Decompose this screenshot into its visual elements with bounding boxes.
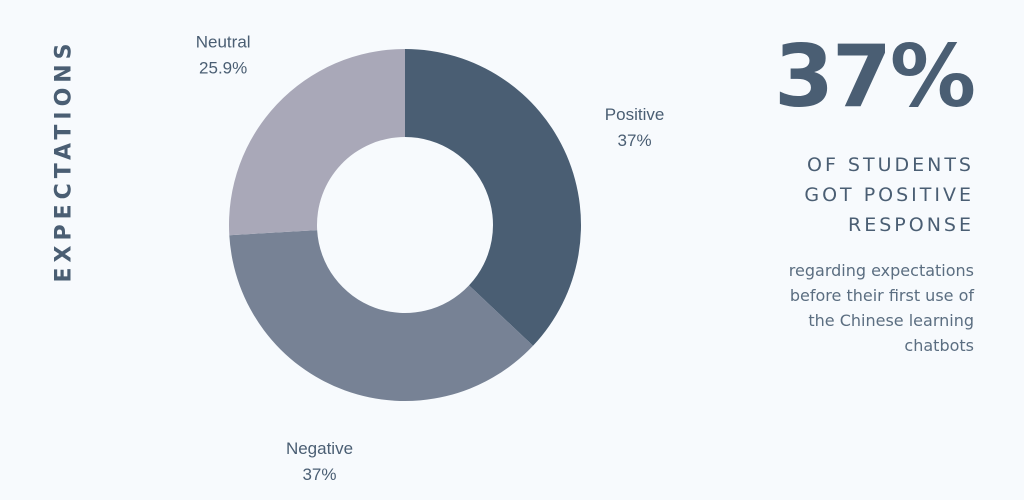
stat-headline-line: OF STUDENTS (806, 154, 974, 176)
stat-headline: OF STUDENTS GOT POSITIVE RESPONSE (714, 150, 974, 240)
stat-description-line: the Chinese learning (808, 311, 974, 330)
slice-label-negative: Negative 37% (286, 439, 353, 484)
slice-name-label: Negative (286, 439, 353, 458)
slice-positive (405, 49, 582, 346)
slice-label-positive: Positive 37% (605, 105, 665, 150)
stat-description-line: regarding expectations (788, 261, 974, 280)
stat-description-line: before their first use of (789, 286, 974, 305)
slice-value-label: 25.9% (199, 58, 247, 77)
stat-description: regarding expectations before their firs… (734, 258, 974, 358)
slice-neutral (229, 49, 405, 236)
slice-name-label: Positive (605, 105, 665, 124)
slice-value-label: 37% (618, 131, 652, 150)
slice-value-label: 37% (302, 465, 336, 484)
stat-description-line: chatbots (904, 336, 974, 355)
slice-name-label: Neutral (196, 32, 251, 51)
stat-value: 37% (774, 27, 976, 127)
slice-label-neutral: Neutral 25.9% (196, 32, 251, 77)
stat-headline-line: GOT POSITIVE (804, 184, 974, 206)
slice-negative (229, 230, 534, 401)
stat-headline-line: RESPONSE (848, 214, 974, 236)
